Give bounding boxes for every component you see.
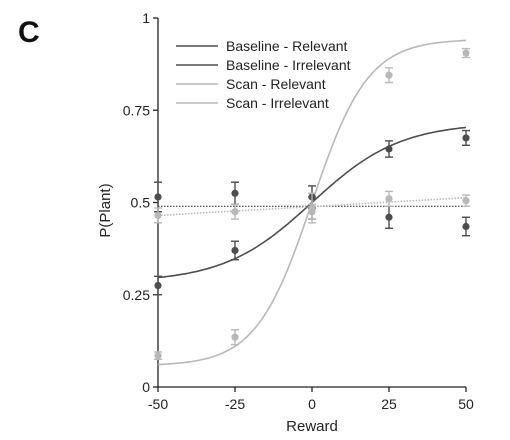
legend-label: Scan - Irrelevant	[226, 95, 329, 111]
data-point	[462, 222, 470, 231]
data-point	[462, 197, 470, 205]
x-tick-label: 0	[308, 396, 316, 412]
y-tick-label: 0	[142, 379, 150, 395]
x-tick-label: -25	[225, 396, 245, 412]
legend: Baseline - Relevant Baseline - Irrelevant…	[176, 38, 351, 111]
data-point	[385, 213, 393, 221]
data-point	[154, 193, 162, 201]
data-point	[231, 246, 239, 255]
legend-label: Baseline - Irrelevant	[226, 57, 351, 73]
y-tick-label: 0.5	[131, 195, 151, 211]
x-tick-label: -50	[148, 396, 168, 412]
data-point	[154, 352, 162, 360]
data-point	[462, 49, 470, 57]
data-point	[154, 281, 162, 290]
data-point	[385, 145, 393, 153]
data-point	[308, 208, 316, 216]
data-point	[231, 189, 239, 197]
y-axis-label: P(Plant)	[97, 183, 114, 237]
data-point	[385, 71, 393, 79]
y-tick-label: 1	[142, 10, 150, 26]
x-tick-label: 25	[381, 396, 397, 412]
x-axis-label: Reward	[286, 418, 338, 435]
panel-label: C	[18, 16, 40, 49]
data-point	[385, 195, 393, 203]
data-points	[154, 47, 470, 361]
data-point	[231, 333, 239, 341]
y-tick-label: 0.75	[123, 102, 150, 118]
data-point	[462, 134, 470, 142]
y-tick-label: 0.25	[123, 287, 150, 303]
data-point	[231, 208, 239, 216]
legend-label: Scan - Relevant	[226, 76, 326, 92]
data-point	[154, 211, 162, 220]
legend-label: Baseline - Relevant	[226, 38, 348, 54]
x-tick-label: 50	[458, 396, 474, 412]
